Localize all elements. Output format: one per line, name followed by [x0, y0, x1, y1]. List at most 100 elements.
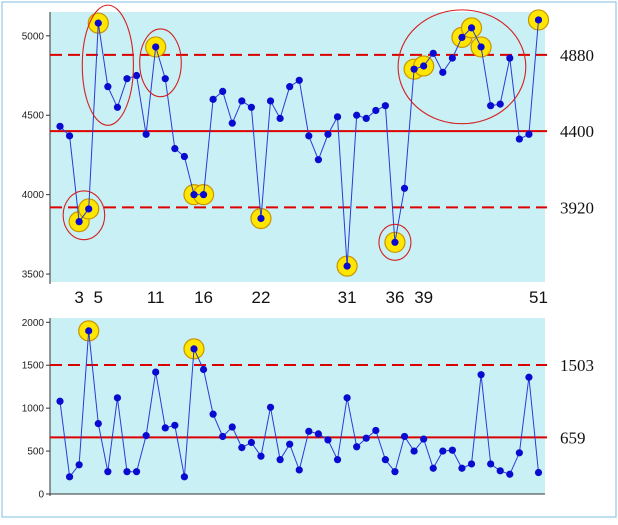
x-annotation-label: 39 — [414, 288, 433, 307]
data-point — [104, 468, 112, 476]
data-point — [228, 119, 236, 127]
data-point — [420, 62, 428, 70]
data-point — [190, 345, 198, 353]
data-point — [219, 87, 227, 96]
data-point — [381, 102, 389, 110]
data-point — [506, 54, 514, 62]
upper-limit-line-label: 4880 — [560, 46, 594, 65]
data-point — [171, 144, 179, 153]
data-point — [353, 443, 361, 451]
data-point — [400, 432, 409, 441]
data-point — [286, 440, 294, 448]
circled-group — [81, 4, 134, 126]
data-point — [161, 75, 169, 83]
data-point — [343, 262, 351, 270]
y-tick-label: 4000 — [22, 190, 45, 201]
data-point — [142, 130, 150, 138]
data-point — [496, 100, 504, 108]
data-point — [362, 434, 370, 442]
plot-area — [50, 12, 545, 282]
data-point — [152, 368, 160, 376]
upper-limit-line-label: 1503 — [560, 356, 594, 375]
x-annotation-label: 22 — [252, 288, 271, 307]
data-point — [400, 184, 409, 192]
data-point — [180, 152, 189, 161]
data-point — [314, 156, 322, 164]
data-point — [123, 75, 131, 83]
data-point — [85, 205, 93, 213]
data-point — [132, 468, 141, 476]
data-point — [113, 394, 122, 402]
data-point — [305, 132, 313, 140]
data-point — [362, 114, 370, 123]
y-tick-label: 4500 — [22, 111, 45, 122]
data-point — [439, 68, 447, 76]
data-point — [391, 468, 399, 476]
data-point — [467, 24, 476, 32]
data-point — [247, 103, 255, 111]
data-point — [429, 464, 437, 472]
data-point — [266, 97, 275, 105]
data-point — [487, 460, 495, 468]
data-point — [353, 111, 361, 119]
data-point — [276, 114, 284, 123]
data-point — [247, 438, 255, 447]
data-point — [56, 122, 64, 130]
data-point — [420, 435, 428, 443]
data-point — [515, 449, 523, 457]
data-point — [266, 403, 275, 411]
y-tick-label: 0 — [38, 490, 44, 501]
data-point — [305, 427, 313, 435]
data-point — [161, 424, 169, 432]
data-point — [429, 49, 437, 57]
lower-limit-line-label: 3920 — [560, 198, 594, 217]
y-tick-label: 1500 — [22, 361, 45, 372]
center-line-label: 659 — [560, 428, 586, 447]
data-point — [257, 452, 265, 460]
y-tick-label: 1000 — [22, 404, 45, 415]
y-tick-label: 500 — [27, 447, 44, 458]
data-point — [199, 365, 208, 374]
data-point — [113, 103, 122, 111]
data-point — [152, 43, 160, 51]
data-point — [295, 466, 303, 474]
x-annotation-label: 31 — [338, 288, 357, 307]
chart-panel-1: 3500 4000 4500 5000 4400 4880 3920 3 5 11 16 22 31 36… — [22, 4, 594, 307]
circled-group — [62, 190, 106, 241]
data-point — [515, 135, 523, 143]
data-point — [448, 446, 456, 454]
data-point — [56, 397, 64, 405]
x-annotation-label: 51 — [529, 288, 548, 307]
data-point — [286, 83, 294, 91]
data-point — [75, 218, 83, 226]
data-point — [65, 473, 74, 481]
data-point — [228, 423, 236, 431]
data-point — [372, 106, 380, 115]
data-point — [391, 238, 399, 246]
data-point — [142, 432, 150, 440]
data-point — [314, 430, 322, 438]
data-point — [180, 473, 189, 481]
y-tick-label: 3500 — [22, 270, 45, 281]
data-point — [238, 444, 246, 452]
data-point — [85, 327, 93, 335]
data-point — [94, 19, 102, 27]
data-point — [506, 470, 514, 478]
data-point — [333, 456, 342, 464]
y-tick-label: 2000 — [22, 318, 45, 329]
data-point — [209, 95, 217, 103]
data-point — [410, 447, 418, 455]
x-annotation-label: 36 — [385, 288, 404, 307]
center-line-label: 4400 — [560, 122, 594, 141]
data-point — [209, 410, 217, 418]
data-point — [458, 33, 466, 42]
data-point — [65, 132, 74, 140]
data-point — [333, 113, 342, 121]
data-point — [525, 373, 533, 381]
data-point — [94, 420, 102, 428]
data-point — [132, 71, 141, 80]
data-point — [496, 467, 504, 475]
x-annotation-label: 11 — [147, 288, 165, 307]
data-point — [276, 456, 284, 464]
data-point — [104, 83, 112, 91]
